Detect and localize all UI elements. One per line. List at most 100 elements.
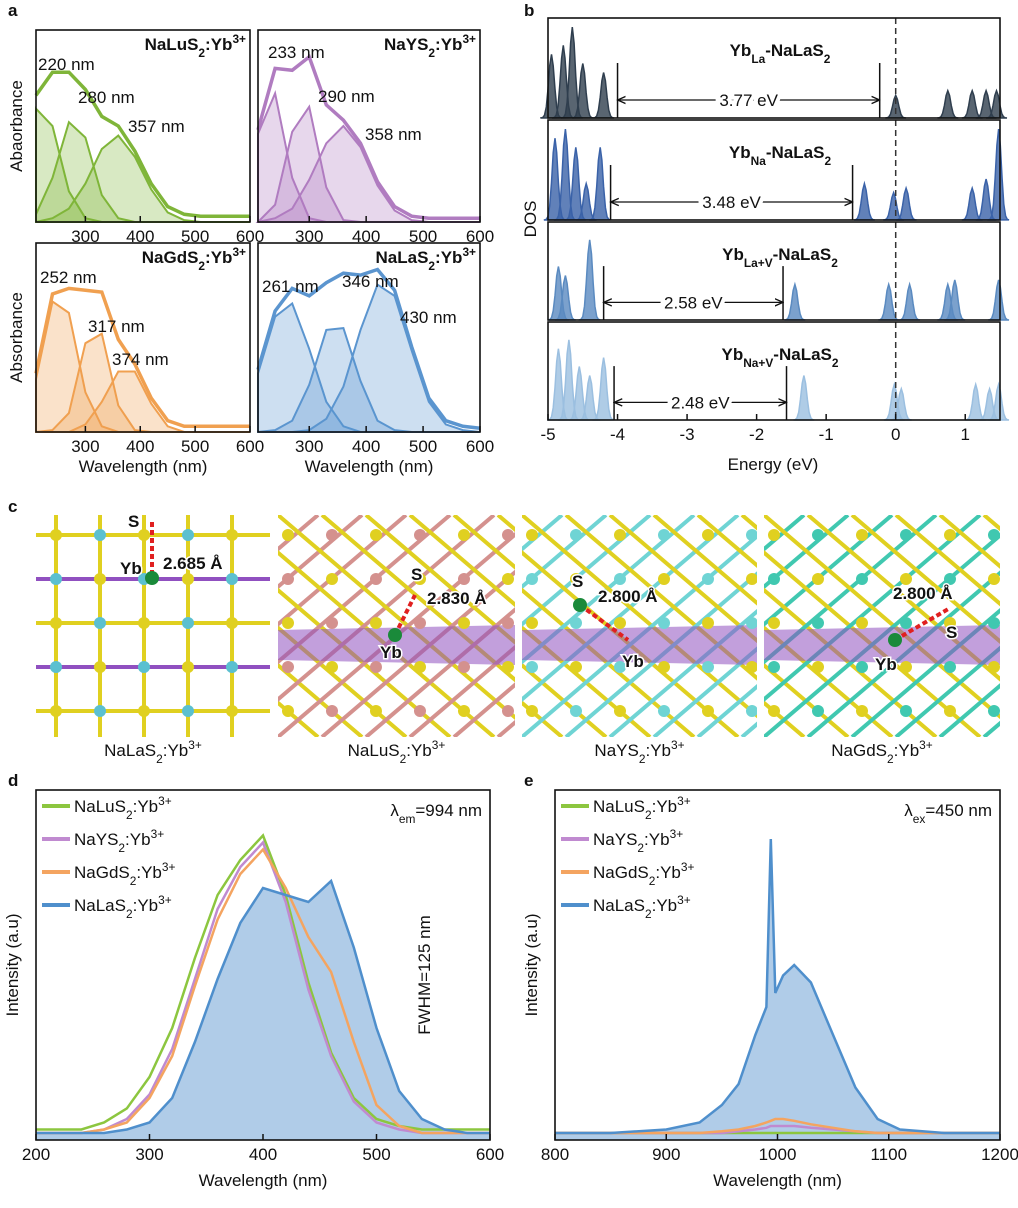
atom xyxy=(94,573,106,585)
x-tick-label: 500 xyxy=(362,1145,390,1164)
model-title: YbLa-NaLaS2 xyxy=(730,41,831,66)
x-tick-label: 900 xyxy=(652,1145,680,1164)
structure-label: S xyxy=(411,565,422,584)
legend-label-part: NaLaS xyxy=(593,896,645,915)
atom xyxy=(414,661,426,673)
legend-label: NaLuS2:Yb3+ xyxy=(74,794,172,822)
x-tick-label: -2 xyxy=(749,425,764,444)
bond xyxy=(564,571,757,737)
bond xyxy=(0,515,186,737)
structure-caption: NaYS2:Yb3+ xyxy=(594,738,684,766)
gap-label: 2.48 eV xyxy=(671,393,730,412)
model-title-part: 2 xyxy=(824,154,831,168)
structure-caption-part: 3+ xyxy=(671,738,685,752)
atom xyxy=(326,705,338,717)
atom xyxy=(370,705,382,717)
atom xyxy=(856,617,868,629)
structure-label: Yb xyxy=(622,652,644,671)
legend-label-part: NaYS xyxy=(74,830,118,849)
atom xyxy=(702,617,714,629)
structure-caption-part: NaLuS xyxy=(348,741,400,760)
atom xyxy=(526,617,538,629)
bond xyxy=(214,515,474,737)
x-tick-label: 300 xyxy=(295,437,323,456)
bond xyxy=(696,683,757,737)
peak-label: 252 nm xyxy=(40,268,97,287)
x-tick-label: 500 xyxy=(181,437,209,456)
dos-peak xyxy=(965,381,987,421)
peak-label: 233 nm xyxy=(268,43,325,62)
x-tick-label: 300 xyxy=(135,1145,163,1164)
atom xyxy=(50,573,62,585)
atom xyxy=(746,573,757,585)
atom xyxy=(370,617,382,629)
atom xyxy=(94,705,106,717)
bond xyxy=(938,515,1000,569)
atom xyxy=(900,661,912,673)
structure-caption-part: :Yb xyxy=(894,741,920,760)
peak-label: 280 nm xyxy=(78,88,135,107)
fwhm-label: FWHM=125 nm xyxy=(415,915,434,1035)
bond xyxy=(452,682,515,737)
y-axis-label: Absorbance xyxy=(7,292,26,383)
dos-peak xyxy=(987,129,1010,221)
plot-frame xyxy=(547,321,1001,421)
dos-peak xyxy=(784,281,806,321)
peak-label: 430 nm xyxy=(400,308,457,327)
dos-peak xyxy=(961,88,983,119)
x-tick-label: 1200 xyxy=(981,1145,1018,1164)
x-tick-label: 600 xyxy=(466,227,494,246)
atom xyxy=(570,529,582,541)
dos-peak xyxy=(988,279,1010,321)
x-tick-label: 400 xyxy=(352,437,380,456)
structure-caption: NaLaS2:Yb3+ xyxy=(104,738,202,766)
bond xyxy=(408,515,515,608)
atom xyxy=(414,705,426,717)
atom xyxy=(812,705,824,717)
sample-label: NaYS2:Yb3+ xyxy=(384,32,476,60)
x-axis-label: Wavelength (nm) xyxy=(305,457,434,476)
absorbance-curve xyxy=(256,54,480,220)
y-axis-label: Intensity (a.u) xyxy=(3,914,22,1017)
atom xyxy=(138,661,150,673)
atom xyxy=(988,529,1000,541)
legend-label-part: 2 xyxy=(649,874,656,888)
legend-label-part: NaLuS xyxy=(593,797,645,816)
atom xyxy=(326,529,338,541)
yb-atom xyxy=(573,598,587,612)
legend-label-part: NaGdS xyxy=(74,863,130,882)
atom xyxy=(370,529,382,541)
spectrum-line xyxy=(36,847,490,1135)
peak-label: 220 nm xyxy=(38,55,95,74)
legend-label-part: NaYS xyxy=(593,830,637,849)
gap-label: 3.77 eV xyxy=(719,91,778,110)
atom xyxy=(138,705,150,717)
legend-label-part: :Yb xyxy=(652,896,678,915)
atom xyxy=(856,529,868,541)
bond xyxy=(170,515,430,737)
bond xyxy=(1006,515,1018,737)
spectrum-line xyxy=(555,1117,1000,1135)
structure-caption-part: NaYS xyxy=(594,741,638,760)
model-title-part: -NaLaS xyxy=(766,143,825,162)
atom xyxy=(702,705,714,717)
panel-label: b xyxy=(524,1,534,20)
legend-label-part: :Yb xyxy=(644,830,670,849)
structure-label: Yb xyxy=(380,643,402,662)
atom xyxy=(614,661,626,673)
atom xyxy=(812,573,824,585)
atom xyxy=(702,529,714,541)
atom xyxy=(50,617,62,629)
atom xyxy=(900,529,912,541)
atom xyxy=(614,617,626,629)
structure-label: S xyxy=(946,623,957,642)
atom xyxy=(768,529,780,541)
legend-label-part: :Yb xyxy=(655,863,681,882)
atom xyxy=(988,705,1000,717)
sample-label-part: 2 xyxy=(198,259,205,273)
plot-frame xyxy=(547,221,1001,321)
atom xyxy=(502,705,514,717)
model-title-part: Na xyxy=(751,154,767,168)
excitation-label-part: =450 nm xyxy=(925,801,992,820)
